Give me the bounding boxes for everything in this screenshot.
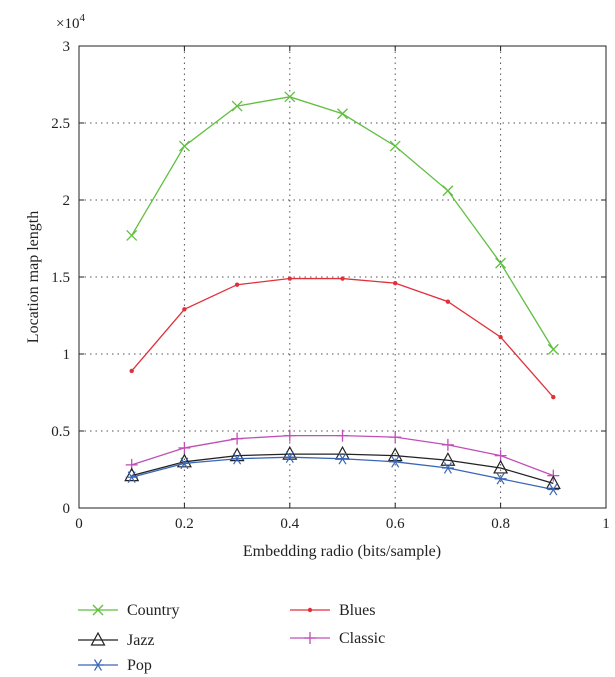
data-point-country (178, 140, 190, 152)
x-axis-label: Embedding radio (bits/sample) (243, 543, 441, 560)
data-point-classic (389, 431, 402, 444)
data-point-country (547, 343, 559, 355)
y-tick-label: 2 (63, 193, 71, 209)
data-point-blues (551, 394, 556, 400)
y-tick-label: 1 (63, 347, 71, 363)
data-point-country (337, 108, 348, 120)
legend-marker-pop (92, 659, 104, 671)
data-point-classic (231, 432, 244, 445)
series-line-country (131, 96, 554, 350)
legend-item-blues: Blues (290, 602, 375, 619)
x-tick-labels: 0 0.2 0.4 0.6 0.8 1 (75, 516, 610, 532)
data-point-country (495, 257, 507, 269)
x-tick-label: 0.8 (491, 516, 510, 532)
data-point-jazz (387, 447, 403, 462)
legend-label-country: Country (127, 602, 179, 619)
series-jazz (124, 445, 561, 489)
data-point-blues (129, 368, 134, 374)
data-point-classic (494, 449, 507, 462)
y-axis-label: Location map length (25, 211, 42, 343)
series-line-pop (131, 456, 554, 491)
x-tick-label: 0.2 (175, 516, 194, 532)
x-tick-label: 1 (602, 516, 610, 532)
y-tick-labels: 0 0.5 1 1.5 2 2.5 3 (51, 39, 70, 517)
data-point-jazz (545, 475, 561, 489)
x-tick-label: 0 (75, 516, 83, 532)
data-point-blues (498, 334, 503, 340)
tick-marks (78, 45, 607, 509)
data-point-pop (283, 451, 296, 464)
data-point-jazz (124, 467, 140, 482)
y-axis-multiplier: ×104 (56, 12, 85, 32)
legend-item-classic: Classic (290, 630, 385, 647)
legend-marker-country (92, 604, 104, 616)
legend-label-blues: Blues (339, 602, 375, 619)
data-point-country (284, 91, 296, 103)
data-point-pop (336, 452, 349, 465)
y-axis-exponent: 4 (79, 12, 85, 24)
data-point-blues (340, 276, 345, 281)
series-pop (125, 451, 560, 496)
data-point-blues (234, 282, 240, 287)
legend-item-jazz: Jazz (78, 631, 155, 649)
series-country (126, 91, 559, 355)
data-point-jazz (440, 452, 456, 466)
legend-item-country: Country (78, 602, 179, 619)
data-point-blues (287, 276, 292, 281)
data-point-classic (441, 438, 454, 451)
y-tick-label: 3 (63, 39, 71, 55)
data-point-blues (182, 307, 187, 312)
data-point-classic (178, 441, 191, 454)
y-tick-label: 0.5 (51, 424, 70, 440)
legend-label-pop: Pop (127, 657, 152, 674)
data-point-blues (393, 280, 398, 286)
y-tick-label: 0 (63, 501, 71, 517)
data-point-classic (283, 429, 296, 442)
legend-marker-jazz (90, 631, 106, 646)
legend-item-pop: Pop (78, 657, 152, 674)
data-point-blues (445, 299, 451, 304)
series-layer (124, 91, 561, 496)
data-point-pop (178, 457, 191, 470)
data-point-classic (336, 429, 349, 442)
legend-marker-classic (304, 632, 316, 644)
series-line-jazz (131, 453, 554, 484)
data-point-pop (389, 455, 402, 468)
series-line-classic (131, 434, 554, 477)
data-point-jazz (176, 453, 192, 468)
y-tick-label: 1.5 (51, 270, 70, 286)
y-tick-label: 2.5 (51, 116, 70, 132)
data-point-jazz (493, 459, 509, 474)
data-point-country (126, 229, 138, 241)
series-blues (129, 276, 556, 400)
data-point-country (231, 100, 243, 112)
data-point-country (389, 140, 401, 152)
data-point-jazz (334, 445, 351, 460)
data-point-pop (231, 452, 244, 465)
legend-label-classic: Classic (339, 630, 385, 647)
data-point-pop (441, 462, 454, 474)
x-tick-label: 0.6 (386, 516, 405, 532)
legend-marker-blues (307, 607, 313, 613)
data-point-pop (494, 472, 507, 485)
series-line-blues (131, 277, 554, 398)
x-tick-label: 0.4 (280, 516, 299, 532)
legend-label-jazz: Jazz (127, 632, 155, 649)
data-point-country (442, 185, 454, 197)
legend: Country Jazz Pop Blues Classic (78, 602, 385, 674)
series-classic (125, 429, 560, 482)
data-point-pop (547, 483, 560, 496)
data-point-pop (125, 471, 138, 484)
